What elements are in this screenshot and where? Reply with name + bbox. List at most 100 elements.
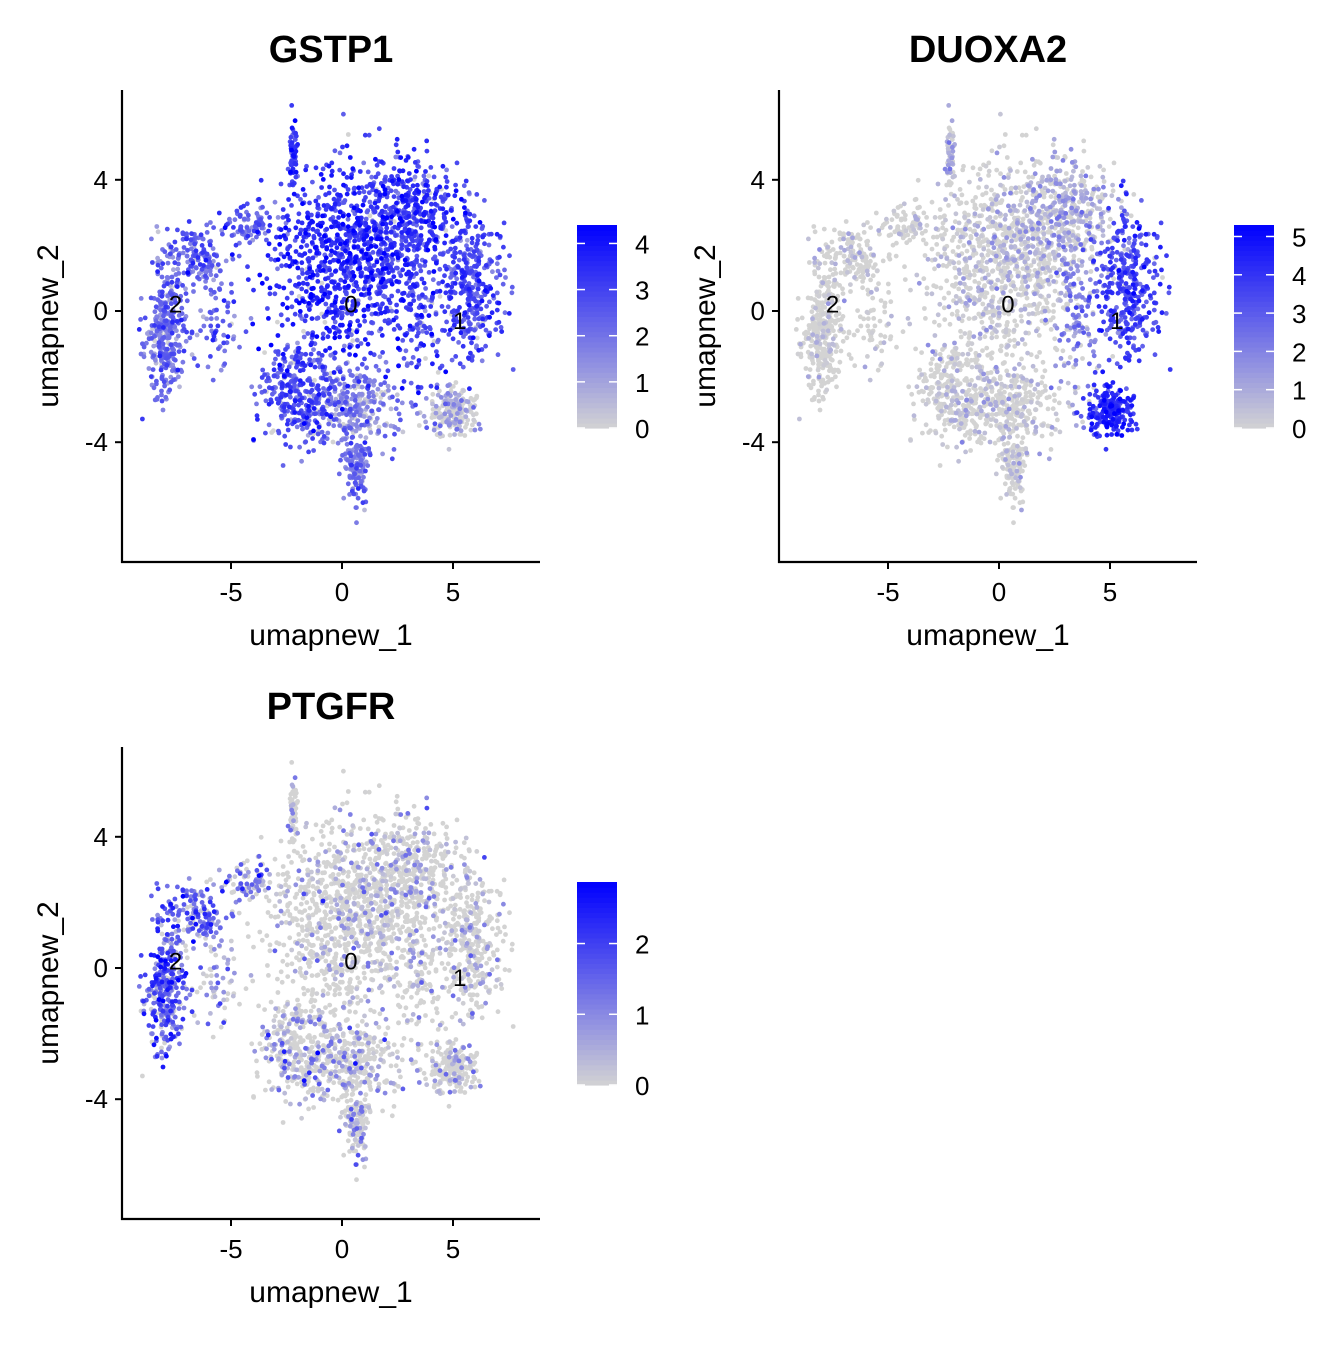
data-point (149, 237, 154, 242)
data-point (444, 267, 449, 272)
data-point (362, 319, 367, 324)
data-point (222, 361, 227, 366)
data-point (257, 222, 262, 227)
data-point (457, 258, 462, 263)
data-point (160, 375, 165, 380)
data-point (195, 363, 200, 368)
data-point (424, 330, 429, 335)
data-point (272, 367, 277, 372)
data-point (984, 346, 989, 351)
data-point (986, 225, 991, 230)
data-point (445, 383, 450, 388)
data-point (1009, 187, 1014, 192)
data-point (932, 320, 937, 325)
data-point (365, 405, 370, 410)
data-point (327, 392, 332, 397)
data-point (325, 284, 330, 289)
data-point (362, 198, 367, 203)
data-point (461, 270, 466, 275)
data-point (377, 286, 382, 291)
data-point (370, 409, 375, 414)
data-point (329, 248, 334, 253)
legend-tick-label: 3 (635, 276, 649, 306)
data-point (335, 245, 340, 250)
data-point (142, 345, 147, 350)
data-point (420, 305, 425, 310)
data-point (340, 323, 345, 328)
data-point (1131, 192, 1136, 197)
data-point (377, 368, 382, 373)
data-point (480, 317, 485, 322)
data-point (321, 336, 326, 341)
data-point (445, 179, 450, 184)
data-point (316, 432, 321, 437)
data-point (184, 339, 189, 344)
data-point (315, 273, 320, 278)
data-point (489, 232, 494, 237)
data-point (423, 169, 428, 174)
data-point (173, 240, 178, 245)
data-point (294, 162, 299, 167)
data-point (324, 326, 329, 331)
legend-gradient-step (577, 321, 617, 327)
data-point (342, 269, 347, 274)
data-point (299, 459, 304, 464)
data-point (322, 292, 327, 297)
data-point (189, 231, 194, 236)
data-point (293, 259, 298, 264)
data-point (423, 286, 428, 291)
data-point (340, 222, 345, 227)
data-point (222, 298, 227, 303)
data-point (346, 217, 351, 222)
data-point (295, 425, 300, 430)
data-point (382, 423, 387, 428)
data-point (283, 442, 288, 447)
data-point (859, 324, 864, 329)
data-point (352, 245, 357, 250)
data-point (356, 453, 361, 458)
data-point (194, 248, 199, 253)
data-point (874, 211, 879, 216)
data-point (319, 172, 324, 177)
data-point (890, 217, 895, 222)
data-point (413, 211, 418, 216)
data-point (977, 281, 982, 286)
data-point (356, 185, 361, 190)
data-point (316, 387, 321, 392)
data-point (950, 238, 955, 243)
data-point (475, 311, 480, 316)
data-point (341, 214, 346, 219)
data-point (300, 201, 305, 206)
data-point (155, 269, 160, 274)
data-point (175, 319, 180, 324)
data-point (431, 277, 436, 282)
data-point (472, 249, 477, 254)
data-point (201, 237, 206, 242)
data-point (495, 232, 500, 237)
data-point (283, 225, 288, 230)
y-axis-label: umapnew_2 (32, 244, 65, 407)
data-point (443, 369, 448, 374)
data-point (329, 225, 334, 230)
data-point (972, 279, 977, 284)
data-point (339, 252, 344, 257)
data-point (450, 224, 455, 229)
data-point (309, 342, 314, 347)
data-point (895, 225, 900, 230)
data-point (476, 234, 481, 239)
data-point (443, 175, 448, 180)
data-point (440, 206, 445, 211)
data-point (961, 164, 966, 169)
data-point (269, 343, 274, 348)
legend-gradient-step (577, 306, 617, 312)
data-point (237, 254, 242, 259)
data-point (1080, 169, 1085, 174)
legend-gradient-step (577, 418, 617, 424)
data-point (478, 220, 483, 225)
data-point (438, 294, 443, 299)
data-point (480, 224, 485, 229)
data-point (326, 398, 331, 403)
data-point (380, 350, 385, 355)
data-point (434, 312, 439, 317)
data-point (947, 182, 952, 187)
